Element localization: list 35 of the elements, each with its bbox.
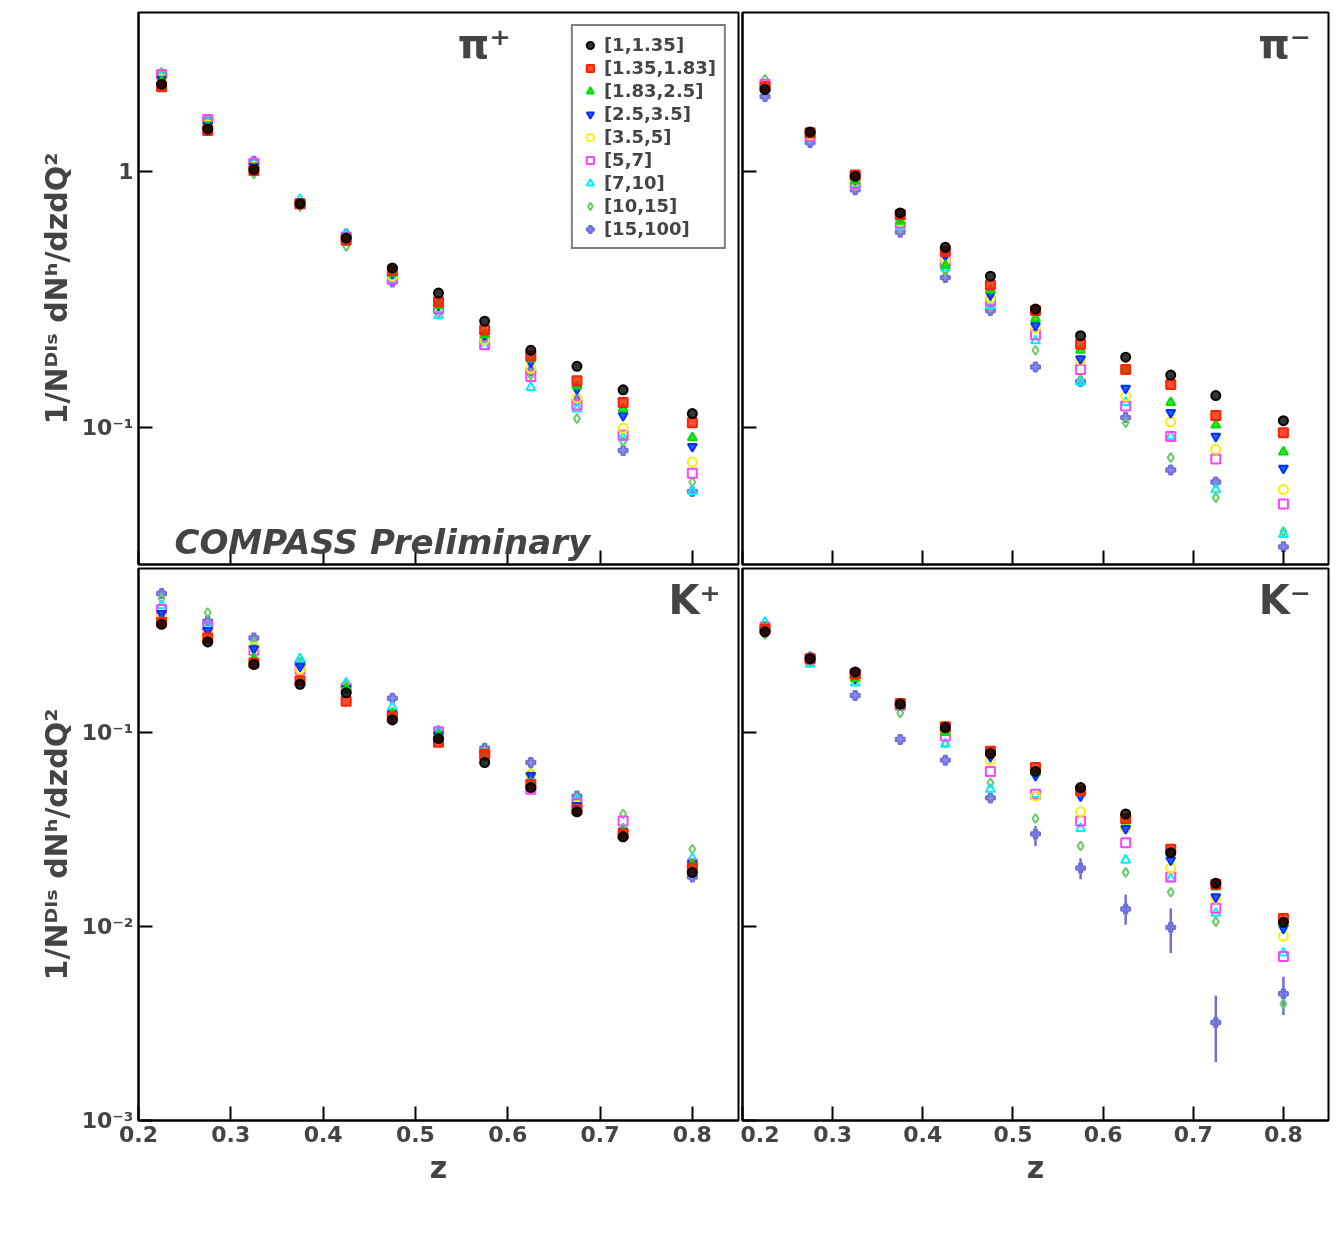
x-tick-label: 0.4 <box>303 1121 343 1147</box>
chart-title: π⁺ <box>457 20 511 67</box>
x-tick-label: 0.8 <box>1263 1121 1303 1147</box>
x-tick-label: 0.4 <box>903 1121 943 1147</box>
x-axis-title: z <box>1026 1149 1045 1185</box>
y-tick-label: 1 <box>118 159 134 185</box>
legend-label: [1.83,2.5] <box>603 80 704 101</box>
legend-label: [7,10] <box>603 172 665 193</box>
x-tick-label: 0.8 <box>672 1121 712 1147</box>
x-tick-label: 0.5 <box>993 1121 1033 1147</box>
x-tick-label: 0.5 <box>395 1121 435 1147</box>
chart-title: K⁺ <box>668 576 721 623</box>
legend-label: [2.5,3.5] <box>603 103 691 124</box>
chart-title: π⁻ <box>1258 20 1311 67</box>
y-tick-label: 10⁻¹ <box>81 414 134 440</box>
x-tick-label: 0.3 <box>211 1121 251 1147</box>
annotation: COMPASS Preliminary <box>174 521 592 562</box>
legend-label: [1.35,1.83] <box>603 57 716 78</box>
legend-label: [3.5,5] <box>603 126 672 147</box>
legend-label: [10,15] <box>603 195 678 216</box>
legend-label: [15,100] <box>603 218 690 239</box>
y-axis-title: 1/Nᴰᴵˢ dNʰ/dzdQ² <box>38 708 74 981</box>
y-axis-title: 1/Nᴰᴵˢ dNʰ/dzdQ² <box>38 152 74 425</box>
x-tick-label: 0.6 <box>1083 1121 1123 1147</box>
x-axis-title: z <box>429 1149 448 1185</box>
x-tick-label: 0.2 <box>740 1121 780 1147</box>
legend-label: [5,7] <box>603 149 653 170</box>
x-tick-label: 0.7 <box>580 1121 620 1147</box>
x-tick-label: 0.3 <box>813 1121 853 1147</box>
y-tick-label: 10⁻² <box>81 913 134 939</box>
legend-label: [1,1.35] <box>603 34 685 55</box>
y-tick-label: 10⁻¹ <box>81 719 134 745</box>
x-tick-label: 0.7 <box>1173 1121 1213 1147</box>
x-tick-label: 0.6 <box>488 1121 528 1147</box>
chart-title: K⁻ <box>1258 576 1311 623</box>
